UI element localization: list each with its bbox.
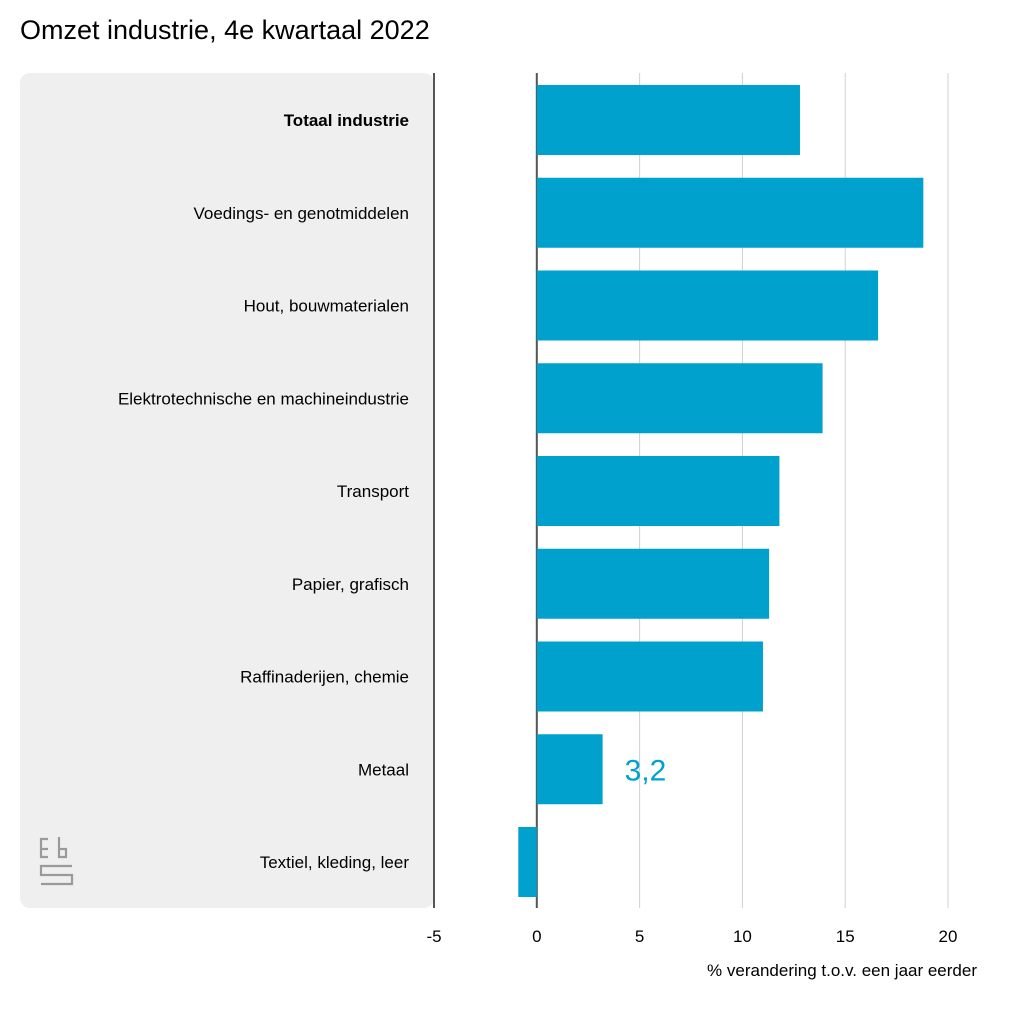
category-label: Raffinaderijen, chemie — [240, 668, 409, 687]
bar — [518, 827, 537, 897]
category-label: Metaal — [358, 760, 409, 779]
tick-labels: -5 0 5 10 15 20 — [426, 927, 957, 946]
bars — [518, 85, 924, 897]
label-panel — [20, 73, 434, 908]
tick-label: 20 — [939, 927, 958, 946]
tick-label: 15 — [836, 927, 855, 946]
category-label: Textiel, kleding, leer — [260, 853, 410, 872]
cbs-logo — [39, 837, 74, 886]
bar — [536, 641, 763, 712]
chart-title: Omzet industrie, 4e kwartaal 2022 — [20, 15, 430, 45]
bar — [536, 85, 800, 155]
bar — [536, 456, 780, 526]
category-label: Hout, bouwmaterialen — [244, 297, 409, 316]
x-axis-title: % verandering t.o.v. een jaar eerder — [707, 961, 977, 980]
data-label: 3,2 — [625, 754, 667, 787]
tick-label: 10 — [733, 927, 752, 946]
tick-label: 5 — [635, 927, 644, 946]
bar — [536, 734, 603, 805]
tick-label: 0 — [532, 927, 541, 946]
tick-label: -5 — [426, 927, 441, 946]
bar — [536, 270, 879, 341]
category-label: Elektrotechnische en machineindustrie — [118, 389, 409, 408]
bar — [536, 363, 823, 434]
annotations: 3,2 — [625, 754, 667, 787]
bar — [536, 548, 770, 619]
category-label: Voedings- en genotmiddelen — [194, 204, 410, 223]
category-label: Papier, grafisch — [292, 575, 409, 594]
bar — [536, 177, 924, 248]
category-label: Transport — [337, 482, 409, 501]
category-label: Totaal industrie — [284, 111, 409, 130]
category-labels: Totaal industrie Voedings- en genotmiddel… — [118, 111, 409, 872]
